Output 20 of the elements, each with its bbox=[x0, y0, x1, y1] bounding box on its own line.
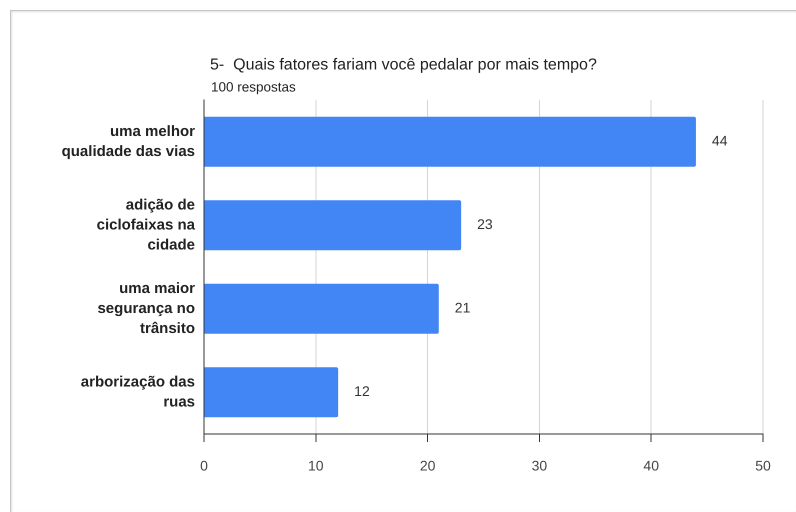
data-label: 23 bbox=[477, 216, 493, 232]
x-tick-label: 50 bbox=[755, 457, 771, 474]
data-label: 21 bbox=[454, 300, 471, 316]
y-tick-label: uma maior segurança no trânsito bbox=[97, 280, 196, 337]
x-tick-label: 10 bbox=[308, 457, 324, 474]
chart-subtitle: 100 respostas bbox=[211, 80, 296, 95]
y-tick-label: adição de ciclofaixas na cidade bbox=[96, 196, 196, 254]
bar bbox=[204, 284, 439, 334]
x-tick-label: 40 bbox=[643, 457, 660, 474]
data-label: 12 bbox=[354, 383, 370, 400]
y-tick-label: uma melhor qualidade das vias bbox=[62, 122, 196, 160]
x-tick-label: 0 bbox=[200, 457, 208, 474]
y-tick-label: arborização das ruas bbox=[80, 373, 195, 410]
x-tick-label: 20 bbox=[420, 457, 436, 474]
chart-title: 5- Quais fatores fariam você pedalar por mais tempo? bbox=[210, 56, 597, 74]
bar bbox=[204, 116, 696, 167]
bar bbox=[204, 200, 462, 250]
data-label: 44 bbox=[712, 132, 728, 149]
x-tick-label: 30 bbox=[532, 457, 548, 474]
bar bbox=[204, 367, 338, 418]
